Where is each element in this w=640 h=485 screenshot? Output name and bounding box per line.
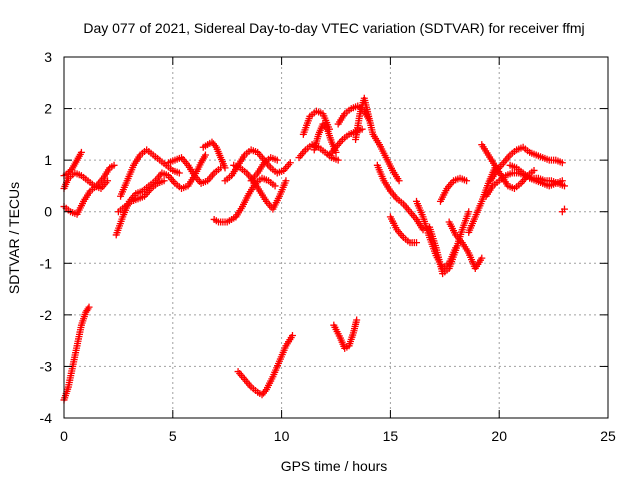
data-point	[465, 208, 473, 216]
data-point	[463, 177, 471, 185]
data-point	[288, 331, 296, 339]
data-point	[175, 169, 183, 177]
data-point	[160, 177, 168, 185]
plot-frame	[63, 56, 609, 419]
y-axis-label: SDTVAR / TECUs	[6, 182, 22, 294]
x-tick-label: 0	[60, 428, 68, 444]
data-point	[273, 156, 281, 164]
y-tick-label: 0	[44, 204, 52, 220]
data-point	[334, 156, 342, 164]
y-tick-label: -3	[40, 358, 53, 374]
y-tick-label: 3	[44, 49, 52, 65]
y-tick-label: -1	[40, 255, 53, 271]
y-tick-label: -4	[40, 410, 53, 426]
x-axis-label: GPS time / hours	[281, 458, 388, 474]
data-point	[419, 226, 427, 234]
data-point	[358, 125, 366, 133]
x-tick-label: 5	[169, 428, 177, 444]
data-points	[60, 94, 568, 404]
axis-ticks: 0 5 10 15 20 25 -4 -3 -2 -1 0 1 2 3	[40, 49, 616, 444]
data-point	[530, 166, 538, 174]
data-point	[413, 239, 421, 247]
data-point	[558, 159, 566, 167]
data-point	[282, 177, 290, 185]
grid-lines	[64, 57, 608, 418]
data-point	[286, 159, 294, 167]
data-point	[85, 303, 93, 311]
data-point	[201, 151, 209, 159]
x-tick-label: 20	[491, 428, 507, 444]
data-point	[221, 164, 229, 172]
data-point	[104, 177, 112, 185]
data-point	[560, 205, 568, 213]
chart-title: Day 077 of 2021, Sidereal Day-to-day VTE…	[83, 20, 584, 36]
data-point	[77, 148, 85, 156]
x-tick-label: 15	[383, 428, 399, 444]
y-tick-label: 2	[44, 101, 52, 117]
data-point	[395, 177, 403, 185]
y-tick-label: 1	[44, 152, 52, 168]
y-tick-label: -2	[40, 307, 53, 323]
x-tick-label: 10	[274, 428, 290, 444]
data-point	[558, 177, 566, 185]
data-point	[110, 161, 118, 169]
data-point	[478, 254, 486, 262]
data-point	[271, 182, 279, 190]
data-point	[560, 182, 568, 190]
data-point	[353, 316, 361, 324]
x-tick-label: 25	[600, 428, 616, 444]
